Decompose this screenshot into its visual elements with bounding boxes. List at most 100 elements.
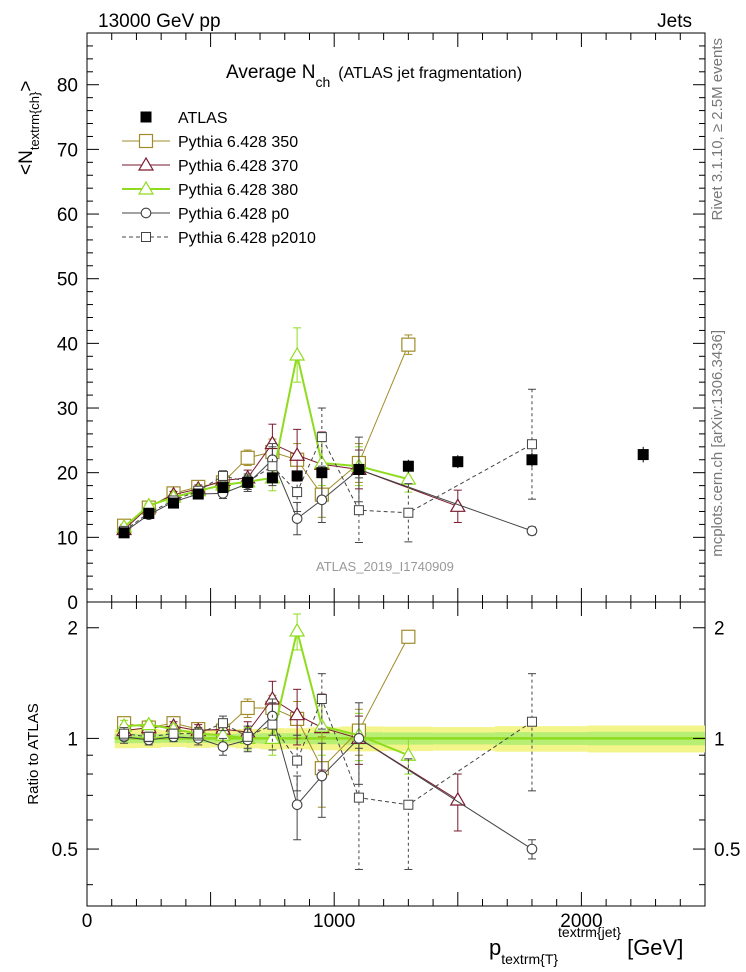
main-y-tick-label: 50 bbox=[57, 270, 78, 291]
main-series-group bbox=[116, 327, 649, 544]
x-axis-label-unit: [GeV] bbox=[627, 935, 683, 960]
series-line bbox=[124, 697, 533, 806]
legend-item-pythia-6-428-350: Pythia 6.428 350 bbox=[122, 133, 298, 151]
main-y-label-main: <N bbox=[16, 150, 37, 175]
legend-item-pythia-6-428-p0: Pythia 6.428 p0 bbox=[122, 206, 289, 223]
header-left: 13000 GeV pp bbox=[98, 11, 221, 32]
series-pythia-6-428-p0 bbox=[118, 698, 538, 860]
x-tick-label: 2000 bbox=[560, 911, 602, 932]
data-point bbox=[217, 718, 228, 729]
ratio-y-tick-label-left: 2 bbox=[67, 619, 78, 640]
data-point bbox=[316, 432, 327, 443]
x-axis-label-sup: textrm{jet} bbox=[558, 924, 621, 940]
x-axis-label-sub: textrm{T} bbox=[501, 951, 558, 967]
data-point bbox=[266, 472, 278, 484]
data-point bbox=[316, 494, 328, 506]
main-y-tick-label: 30 bbox=[57, 399, 78, 420]
series-pythia-6-428-p2010 bbox=[119, 673, 537, 870]
series-pythia-6-428-p0 bbox=[118, 436, 538, 538]
data-point bbox=[291, 799, 303, 811]
data-point bbox=[289, 346, 306, 361]
ratio-series-group bbox=[116, 613, 538, 870]
main-y-tick-label: 10 bbox=[57, 528, 78, 549]
data-point bbox=[526, 454, 538, 466]
ratio-y-tick-label-left: 0.5 bbox=[52, 840, 78, 861]
legend-label: Pythia 6.428 370 bbox=[178, 158, 298, 175]
data-point bbox=[240, 450, 255, 465]
data-point bbox=[217, 470, 228, 481]
legend-item-pythia-6-428-380: Pythia 6.428 380 bbox=[122, 180, 298, 199]
data-point bbox=[217, 482, 229, 494]
data-point bbox=[526, 843, 538, 855]
main-y-label: <Ntextrm{ch}> bbox=[16, 81, 42, 175]
data-point bbox=[118, 527, 130, 539]
legend-item-pythia-6-428-370: Pythia 6.428 370 bbox=[122, 156, 298, 175]
ratio-y-label: Ratio to ATLAS bbox=[25, 703, 42, 804]
data-point bbox=[316, 770, 328, 782]
ratio-y-ticks bbox=[87, 627, 705, 886]
main-y-tick-label: 80 bbox=[57, 76, 78, 97]
legend-label: Pythia 6.428 380 bbox=[178, 182, 298, 199]
data-point bbox=[291, 470, 303, 482]
main-y-label-suffix: > bbox=[16, 81, 37, 92]
data-point bbox=[353, 792, 364, 803]
legend-marker bbox=[137, 180, 155, 195]
legend-label: ATLAS bbox=[178, 110, 228, 127]
data-point bbox=[313, 717, 330, 732]
legend-item-atlas: ATLAS bbox=[140, 110, 228, 127]
data-point bbox=[264, 730, 281, 745]
x-axis-label: ptextrm{T}textrm{jet} [GeV] bbox=[489, 924, 683, 967]
series-pythia-6-428-350 bbox=[116, 334, 416, 533]
data-point bbox=[292, 487, 303, 498]
header-right: Jets bbox=[657, 11, 692, 32]
data-point bbox=[240, 700, 255, 716]
legend: ATLAS Pythia 6.428 350 Pythia 6.428 370 Pyt… bbox=[122, 110, 316, 247]
legend-marker bbox=[141, 232, 151, 242]
legend-marker bbox=[137, 156, 155, 171]
chart-title-suffix: (ATLAS jet fragmentation) bbox=[338, 65, 522, 82]
data-point bbox=[353, 733, 365, 744]
legend-item-pythia-6-428-p2010: Pythia 6.428 p2010 bbox=[122, 230, 316, 247]
ratio-y-tick-label-right: 2 bbox=[714, 619, 725, 640]
series-line bbox=[123, 435, 533, 532]
chart-title-sub: ch bbox=[315, 74, 330, 90]
main-y-tick-label: 60 bbox=[57, 205, 78, 226]
data-point bbox=[140, 716, 157, 731]
legend-marker bbox=[140, 111, 152, 123]
x-axis-tick-labels: 0 1000 2000 bbox=[82, 911, 603, 932]
mcplots-label: mcplots.cern.ch [arXiv:1306.3436] bbox=[709, 330, 726, 557]
data-point bbox=[526, 525, 538, 537]
data-point bbox=[403, 507, 414, 518]
main-y-tick-label: 20 bbox=[57, 464, 78, 485]
main-y-tick-label: 40 bbox=[57, 334, 78, 355]
data-point bbox=[316, 693, 327, 704]
data-point bbox=[452, 456, 464, 468]
ratio-y-tick-label-right: 0.5 bbox=[714, 840, 740, 861]
ratio-panel: 0.5 0.5 1 1 2 2 Ratio to ATLAS bbox=[25, 601, 740, 907]
main-y-tick-labels: 0 10 20 30 40 50 60 70 80 bbox=[57, 76, 78, 614]
data-point bbox=[289, 622, 306, 637]
data-point bbox=[242, 731, 253, 742]
data-point bbox=[316, 467, 328, 479]
chart-title-main: Average N bbox=[226, 62, 315, 83]
series-atlas bbox=[118, 446, 649, 539]
data-point bbox=[168, 728, 179, 739]
data-point bbox=[289, 447, 306, 461]
data-point bbox=[119, 728, 130, 739]
data-point bbox=[217, 741, 229, 752]
data-point bbox=[526, 716, 537, 727]
main-y-label-sub: textrm{ch} bbox=[27, 91, 42, 150]
data-point bbox=[143, 507, 155, 519]
data-point bbox=[401, 337, 416, 352]
data-point bbox=[242, 476, 254, 488]
legend-label: Pythia 6.428 p0 bbox=[178, 206, 289, 223]
ratio-frame bbox=[86, 601, 706, 907]
ratio-y-tick-label-left: 1 bbox=[67, 729, 78, 750]
data-point bbox=[449, 498, 466, 512]
data-point bbox=[403, 799, 414, 810]
data-point bbox=[192, 488, 204, 500]
x-axis-ticks bbox=[86, 33, 706, 906]
data-point bbox=[402, 460, 414, 472]
ratio-y-tick-label-right: 1 bbox=[714, 729, 725, 750]
